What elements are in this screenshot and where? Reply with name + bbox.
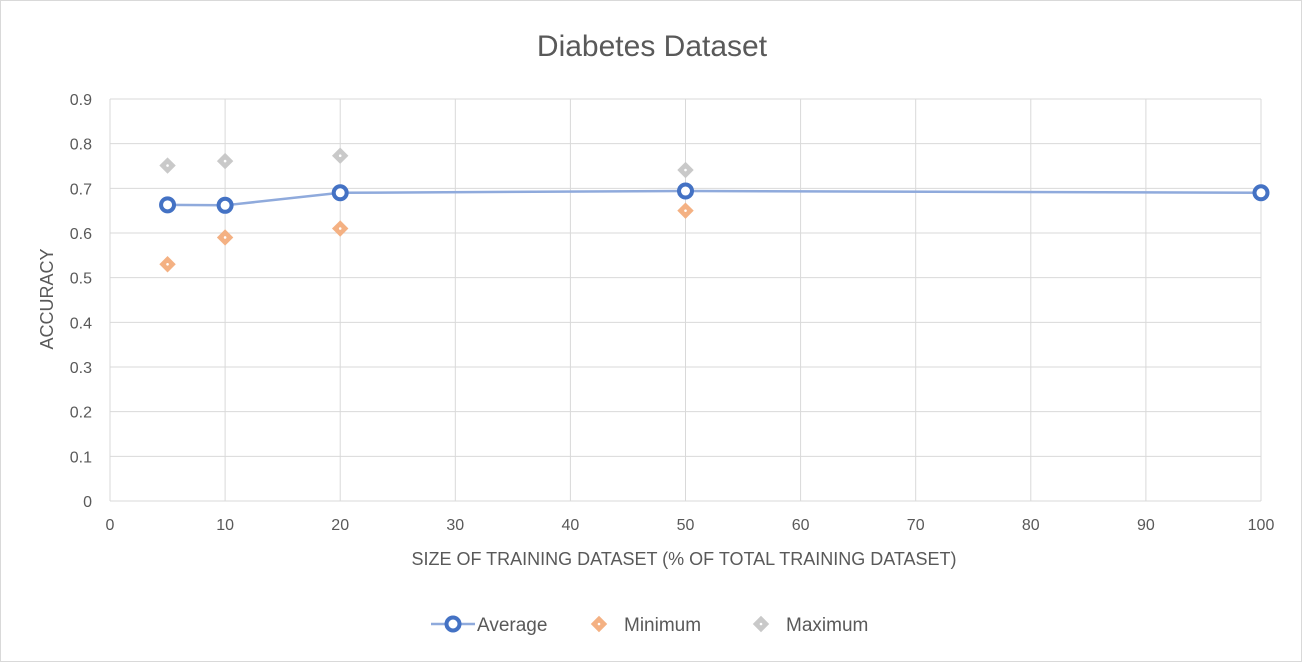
data-point-minimum-center [338, 227, 342, 230]
data-point-average [331, 184, 349, 202]
data-point-maximum-center [684, 168, 687, 172]
data-point-minimum-center [223, 236, 227, 239]
y-tick-label: 0.5 [70, 271, 92, 288]
y-tick-label: 0.7 [70, 181, 92, 198]
series-layer [159, 147, 1270, 273]
legend-label-maximum: Maximum [786, 615, 868, 636]
x-tick-label: 90 [1137, 517, 1155, 534]
y-tick-label: 0.6 [70, 226, 92, 243]
gridlines [109, 98, 1262, 502]
y-tick-label: 0.1 [70, 449, 92, 466]
series-line-average [167, 189, 1262, 207]
legend-label-average: Average [477, 615, 547, 636]
y-tick-label: 0.9 [70, 92, 92, 109]
series-maximum [159, 147, 694, 179]
legend-marker-minimum-center [597, 622, 601, 626]
chart-title: Diabetes Dataset [537, 30, 768, 63]
series-average [159, 182, 1270, 214]
data-point-average [1252, 184, 1270, 202]
x-tick-label: 50 [677, 517, 695, 534]
x-tick-label: 70 [907, 517, 925, 534]
y-axis-label: ACCURACY [37, 248, 57, 349]
series-minimum [159, 202, 694, 273]
x-tick-label: 30 [446, 517, 464, 534]
x-tick-label: 10 [216, 517, 234, 534]
data-point-average [677, 182, 694, 200]
legend-label-minimum: Minimum [624, 615, 701, 636]
data-point-minimum-center [684, 209, 687, 212]
x-tick-label: 40 [562, 517, 580, 534]
tick-labels: 0 10 20 30 40 50 60 70 80 90 100 0 0.1 0.2 0.3 0.4 0.5 0.… [70, 92, 1275, 534]
y-tick-label: 0.8 [70, 137, 92, 154]
x-tick-label: 100 [1248, 517, 1275, 534]
legend: Average Minimum Maximum [431, 615, 868, 636]
legend-marker-average [444, 615, 462, 633]
y-tick-label: 0.4 [70, 315, 92, 332]
legend-item-maximum: Maximum [752, 615, 868, 636]
data-point-maximum-center [166, 164, 169, 167]
data-point-average [216, 196, 234, 214]
x-tick-label: 60 [792, 517, 810, 534]
legend-marker-maximum-center [759, 622, 763, 626]
x-tick-label: 80 [1022, 517, 1040, 534]
data-point-average [159, 196, 177, 214]
legend-item-average: Average [431, 615, 547, 636]
x-tick-label: 20 [331, 517, 349, 534]
y-tick-label: 0 [83, 494, 92, 511]
data-point-minimum-center [166, 262, 169, 266]
data-point-maximum-center [223, 159, 227, 163]
y-tick-label: 0.3 [70, 360, 92, 377]
data-point-maximum-center [338, 154, 342, 158]
legend-item-minimum: Minimum [590, 615, 701, 636]
x-axis-label: SIZE OF TRAINING DATASET (% OF TOTAL TRA… [411, 549, 956, 569]
y-tick-label: 0.2 [70, 405, 92, 422]
x-tick-label: 0 [106, 517, 115, 534]
